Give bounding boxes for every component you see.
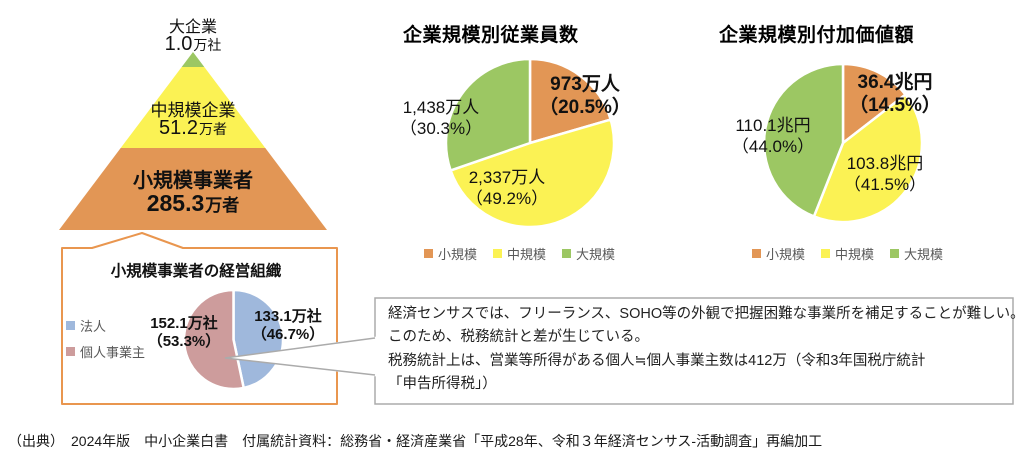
- note-line: 経済センサスでは、フリーランス、SOHO等の外観で把握困難な事業所を補足すること…: [388, 306, 1024, 322]
- pyramid-large-value: 1.0 万社: [113, 33, 273, 56]
- pie-slice-中規模: [812, 93, 924, 224]
- label-value-added-small: 36.4兆円 （14.5%）: [849, 72, 941, 117]
- pyramid-medium-value-unit: 万者: [198, 121, 227, 137]
- label-org-sole-proprietor: 152.1万社 （53.3%）: [147, 315, 221, 350]
- legend-item-large: 大規模: [890, 244, 943, 263]
- legend-item-small: 小規模: [424, 244, 477, 263]
- org-legend-corporation: 法人: [66, 316, 106, 335]
- pie-slice-小規模: [841, 62, 907, 145]
- employees-legend: 小規模 中規模 大規模: [424, 244, 615, 263]
- legend-item-medium: 中規模: [821, 244, 874, 263]
- note-line: 税務統計上は、営業等所得がある個人≒個人事業主数は412万（令和3年国税庁統計: [388, 352, 926, 369]
- pyramid-level-small: [59, 148, 327, 230]
- employees-pie: [444, 57, 616, 229]
- label-value-added-medium: 103.8兆円 （41.5%）: [843, 154, 927, 194]
- note-box: [374, 297, 1014, 405]
- pie-slice-大規模: [762, 62, 845, 218]
- pyramid-level-medium: [120, 67, 266, 148]
- legend-item-small: 小規模: [752, 244, 805, 263]
- pie-slice-大規模: [444, 57, 532, 172]
- value-added-legend: 小規模 中規模 大規模: [752, 244, 943, 263]
- legend-item-large: 大規模: [562, 244, 615, 263]
- pie-slice-中規模: [449, 118, 616, 229]
- source-citation: （出典） 2024年版 中小企業白書 付属統計資料：総務省・経済産業省「平成28…: [8, 433, 823, 449]
- note-box-text: 経済センサスでは、フリーランス、SOHO等の外観で把握困難な事業所を補足すること…: [388, 303, 1024, 396]
- pyramid-small-value: 285.3 万者: [113, 190, 273, 217]
- employees-chart-title: 企業規模別従業員数: [403, 25, 579, 46]
- legend-swatch-sole-proprietor: [66, 347, 75, 356]
- note-line: このため、税務統計と差が生じている。: [388, 329, 649, 346]
- legend-swatch-large: [562, 249, 572, 258]
- label-value-added-large: 110.1兆円 （44.0%）: [731, 116, 815, 156]
- legend-swatch-corporation: [66, 321, 75, 330]
- pyramid-large-label: 大企業: [168, 19, 217, 36]
- legend-swatch-medium: [821, 249, 831, 258]
- note-line: 「申告所得税」）: [388, 375, 497, 392]
- legend-swatch-small: [424, 249, 433, 258]
- label-employees-large: 1,438万人 （30.3%）: [399, 98, 483, 138]
- pyramid-medium-value: 51.2 万者: [113, 117, 273, 140]
- pyramid-small-value-number: 285.3: [146, 190, 205, 216]
- organization-box-title: 小規模事業者の経営組織: [110, 263, 282, 280]
- org-legend-sole-proprietor: 個人事業主: [66, 342, 145, 361]
- pyramid-small-value-unit: 万者: [205, 196, 240, 215]
- label-employees-small: 973万人 （20.5%）: [539, 74, 631, 119]
- legend-swatch-medium: [493, 249, 503, 258]
- legend-item-medium: 中規模: [493, 244, 546, 263]
- pyramid-large-value-unit: 万社: [193, 37, 222, 53]
- pyramid-medium-value-number: 51.2: [159, 117, 198, 139]
- value-added-pie: [762, 62, 924, 224]
- pyramid-small-label: 小規模事業者: [133, 170, 253, 192]
- value-added-chart-title: 企業規模別付加価値額: [719, 25, 915, 46]
- label-employees-medium: 2,337万人 （49.2%）: [465, 168, 549, 208]
- pie-slice-小規模: [528, 57, 612, 145]
- pyramid-medium-label: 中規模企業: [150, 101, 236, 120]
- pyramid-level-large: [181, 52, 205, 67]
- pyramid-large-value-number: 1.0: [164, 33, 193, 55]
- legend-swatch-small: [752, 249, 761, 258]
- legend-swatch-large: [890, 249, 900, 258]
